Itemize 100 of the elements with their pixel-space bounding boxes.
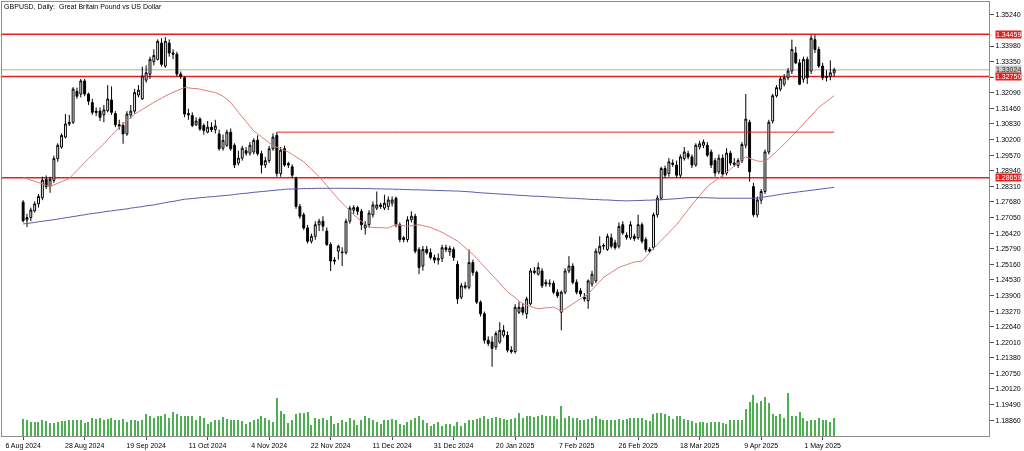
bar: [610, 419, 612, 436]
bar: [783, 417, 785, 436]
bar: [264, 417, 266, 436]
bar: [145, 413, 147, 436]
bar: [64, 420, 66, 436]
bar: [230, 419, 232, 436]
bar: [303, 412, 305, 436]
bar: [391, 418, 393, 436]
bar: [399, 423, 401, 436]
candlestick: [221, 134, 225, 152]
bar: [326, 419, 328, 436]
bar: [479, 417, 481, 436]
bar: [157, 415, 159, 436]
bar: [829, 421, 831, 436]
candlestick: [210, 121, 213, 133]
bar: [184, 415, 186, 436]
candlestick: [540, 267, 544, 289]
bar: [245, 423, 247, 436]
candlestick: [98, 106, 102, 122]
candlestick: [90, 98, 94, 116]
bar: [672, 418, 674, 436]
bar: [476, 418, 478, 436]
candlestick: [467, 248, 471, 290]
bar: [395, 419, 397, 436]
line-series: [22, 87, 835, 312]
bar: [487, 418, 489, 436]
bar: [626, 418, 628, 436]
candlestick: [386, 195, 390, 211]
candlestick: [609, 233, 613, 249]
bar: [791, 415, 793, 436]
bar: [118, 419, 120, 436]
bar: [41, 419, 43, 436]
bar: [403, 424, 405, 436]
candlestick: [110, 85, 113, 116]
bar: [272, 421, 274, 436]
bar: [187, 415, 189, 436]
bar: [295, 413, 297, 436]
bar: [318, 418, 320, 436]
bar: [61, 420, 63, 436]
candlestick: [513, 303, 517, 355]
bar: [37, 421, 39, 436]
bar: [833, 417, 835, 436]
bar: [745, 408, 747, 436]
bar: [545, 415, 547, 436]
bar: [364, 415, 366, 436]
bar: [518, 412, 520, 436]
bar: [760, 400, 762, 436]
bar: [602, 419, 604, 436]
candlestick: [194, 116, 198, 127]
bar: [249, 421, 251, 436]
bar: [453, 425, 455, 436]
candlestick: [225, 129, 229, 148]
bar: [741, 419, 743, 436]
bar: [110, 417, 112, 436]
bar: [637, 417, 639, 436]
bar: [45, 420, 47, 436]
bar: [199, 415, 201, 436]
bar: [376, 421, 378, 436]
bar: [772, 413, 774, 436]
candlestick: [801, 56, 805, 84]
candlestick: [240, 145, 244, 162]
candlestick: [244, 146, 248, 157]
bar: [568, 415, 570, 436]
candlestick: [383, 194, 386, 211]
bar: [72, 419, 74, 436]
candlestick: [456, 260, 459, 305]
candlestick: [206, 120, 210, 134]
bar: [722, 422, 724, 436]
bar: [84, 422, 86, 436]
bar: [426, 422, 428, 436]
candlestick: [79, 78, 83, 99]
candlestick: [21, 199, 25, 223]
candlestick: [140, 66, 144, 101]
bar: [506, 419, 508, 436]
bar: [137, 420, 139, 436]
bar: [683, 418, 685, 436]
bar: [437, 421, 439, 436]
bar: [564, 417, 566, 436]
bar: [114, 419, 116, 436]
bar: [668, 415, 670, 436]
bar: [556, 418, 558, 436]
bar: [449, 423, 451, 436]
bar: [706, 422, 708, 436]
bar: [514, 417, 516, 436]
bar: [322, 417, 324, 436]
bar: [356, 424, 358, 436]
bar: [380, 423, 382, 436]
candlestick: [828, 59, 832, 81]
candlestick: [290, 163, 294, 179]
bar: [572, 417, 574, 436]
candlestick: [406, 215, 409, 243]
bar: [676, 415, 678, 436]
bar: [372, 419, 374, 436]
candlestick: [717, 153, 721, 175]
bar: [330, 415, 332, 436]
bar: [591, 417, 593, 436]
bar: [522, 417, 524, 436]
bar: [606, 419, 608, 436]
bar: [164, 413, 166, 436]
bar: [168, 417, 170, 436]
